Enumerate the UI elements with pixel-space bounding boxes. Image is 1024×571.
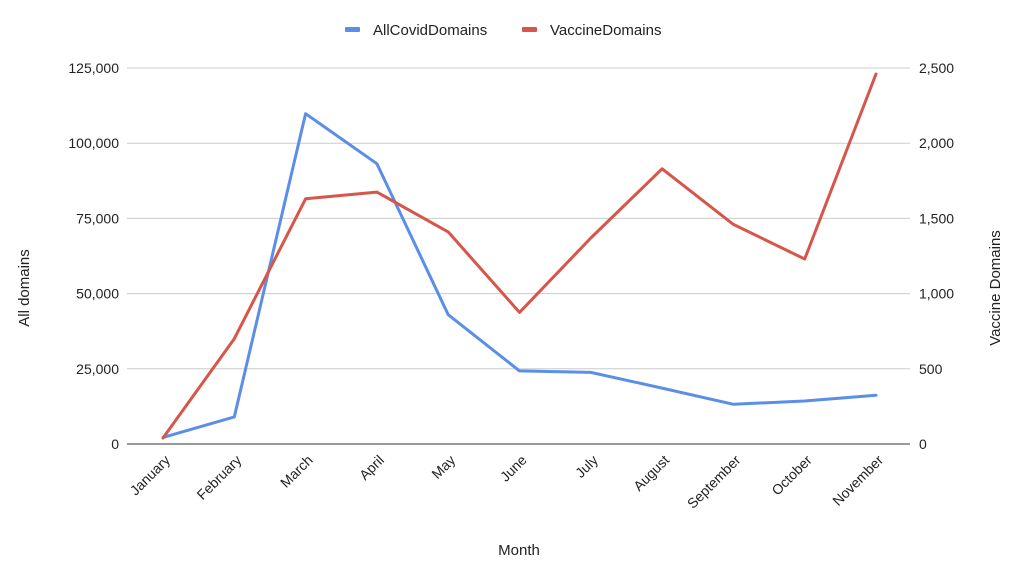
axes: 0 0 25,000 500 50,000 1,000 75,000 1,500 100,000… (68, 60, 954, 512)
x-tick-label: July (572, 452, 601, 481)
x-tick-label: May (428, 452, 458, 482)
x-axis-title: Month (498, 542, 540, 559)
x-tick-label: September (684, 452, 744, 512)
x-tick-label: February (193, 452, 244, 503)
left-y-tick-label: 100,000 (68, 135, 119, 151)
right-axis-title: Vaccine Domains (987, 230, 1004, 346)
right-y-tick-label: 2,000 (919, 135, 954, 151)
gridlines (127, 67, 910, 370)
left-y-tick-label: 0 (111, 436, 119, 452)
left-y-tick-label: 75,000 (76, 210, 119, 226)
series-line-AllCovidDomains (161, 112, 878, 439)
series-line-VaccineDomains (161, 72, 878, 440)
left-axis-title: All domains (16, 249, 33, 327)
x-tick-label: April (356, 452, 387, 483)
x-tick-label: June (497, 452, 530, 485)
x-tick-label: November (829, 452, 886, 509)
x-tick-label: January (127, 452, 174, 499)
legend-label-VaccineDomains: VaccineDomains (550, 22, 661, 39)
legend-label-AllCovidDomains: AllCovidDomains (373, 22, 487, 39)
right-y-tick-label: 1,000 (919, 286, 954, 302)
left-y-tick-label: 50,000 (76, 286, 119, 302)
legend-swatch-AllCovidDomains (345, 27, 360, 32)
x-tick-label: August (630, 452, 672, 494)
legend: AllCovidDomains VaccineDomains (345, 22, 661, 39)
right-y-tick-label: 0 (919, 436, 927, 452)
right-y-tick-label: 1,500 (919, 210, 954, 226)
left-y-tick-label: 125,000 (68, 60, 119, 76)
right-y-tick-label: 2,500 (919, 60, 954, 76)
x-tick-label: March (277, 452, 316, 491)
left-y-tick-label: 25,000 (76, 361, 119, 377)
x-tick-label: October (768, 452, 815, 499)
right-y-tick-label: 500 (919, 361, 943, 377)
series-lines (161, 72, 878, 440)
legend-swatch-VaccineDomains (522, 27, 537, 32)
